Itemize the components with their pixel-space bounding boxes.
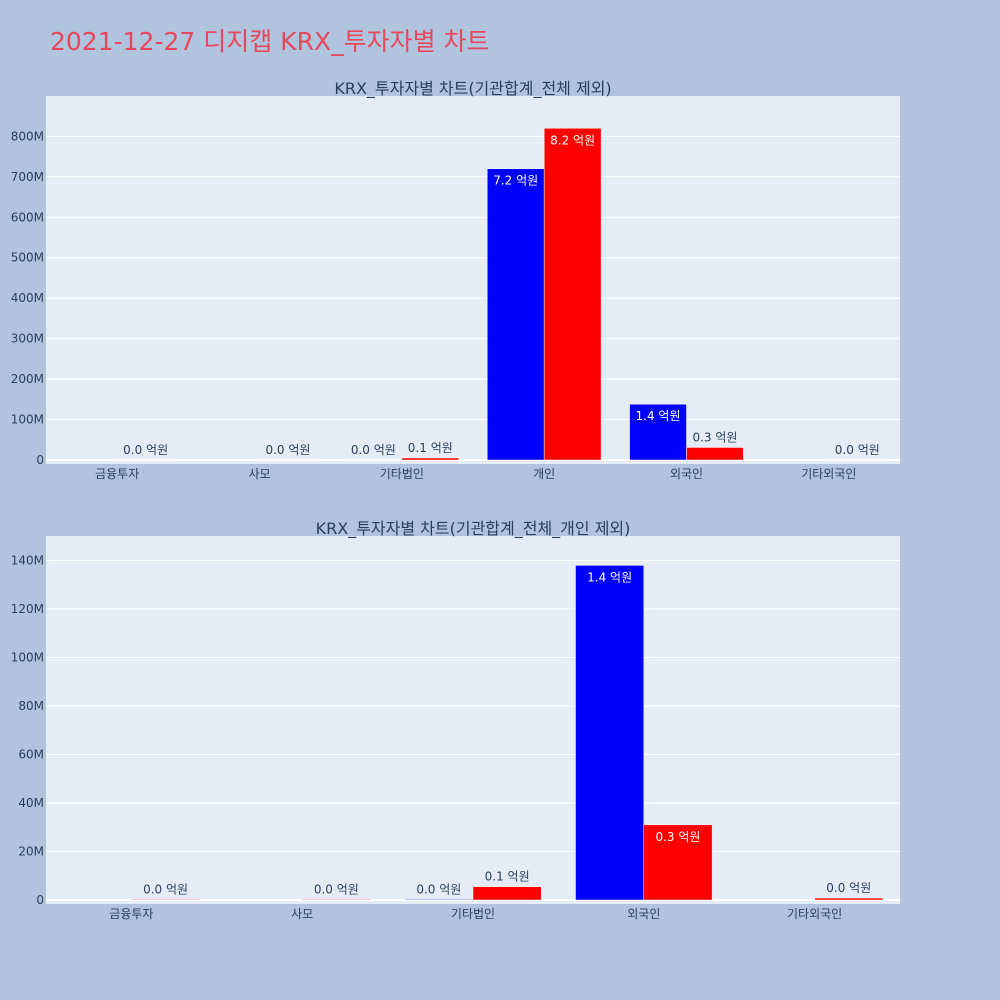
y-tick-label: 0 <box>36 453 44 467</box>
sell-bar <box>814 897 884 901</box>
y-tick-label: 100M <box>11 413 44 427</box>
bar-value-label: 0.0 억원 <box>314 882 359 896</box>
sell-bar <box>472 886 542 901</box>
x-tick-label: 기타외국인 <box>801 467 856 481</box>
bar-value-label: 1.4 억원 <box>587 570 632 584</box>
sell-bar <box>401 457 460 461</box>
buy-bar <box>629 403 687 461</box>
bar-value-label: 0.0 억원 <box>351 443 396 457</box>
bar-value-label: 1.4 억원 <box>636 409 681 423</box>
chart-title: KRX_투자자별 차트(기관합계_전체_개인 제외) <box>316 519 631 539</box>
sell-bar <box>301 899 371 901</box>
x-tick-label: 개인 <box>533 467 555 481</box>
x-tick-label: 사모 <box>248 467 270 481</box>
bar-value-label: 0.0 억원 <box>123 443 168 457</box>
x-tick-label: 외국인 <box>670 467 703 481</box>
x-tick-label: 기타법인 <box>380 467 424 481</box>
bar-value-label: 0.1 억원 <box>485 870 530 884</box>
y-tick-label: 500M <box>11 251 44 265</box>
bar-value-label: 0.3 억원 <box>655 830 700 844</box>
y-tick-label: 400M <box>11 291 44 305</box>
x-tick-label: 기타외국인 <box>787 907 842 921</box>
y-tick-label: 60M <box>18 748 44 762</box>
bar-value-label: 0.3 억원 <box>692 430 737 444</box>
x-tick-label: 기타법인 <box>451 907 495 921</box>
x-tick-label: 금융투자 <box>95 467 139 481</box>
buy-bar <box>575 565 645 901</box>
chart-2: 0 20M 40M 60M 80M 100M 120M 140M KRX_투자자별 차트(기관합… <box>11 519 900 921</box>
bar-value-label: 7.2 억원 <box>493 174 538 188</box>
plot-area <box>46 96 900 464</box>
bar-value-label: 0.0 억원 <box>265 443 310 457</box>
y-tick-label: 120M <box>11 602 44 616</box>
sell-bar <box>543 128 602 461</box>
y-tick-label: 700M <box>11 170 44 184</box>
y-tick-label: 20M <box>18 845 44 859</box>
x-tick-label: 금융투자 <box>109 907 153 921</box>
plot-area <box>46 536 900 904</box>
page-title: 2021-12-27 디지캡 KRX_투자자별 차트 <box>50 27 490 56</box>
y-tick-label: 140M <box>11 554 44 568</box>
y-tick-label: 200M <box>11 372 44 386</box>
chart-title: KRX_투자자별 차트(기관합계_전체 제외) <box>334 79 611 99</box>
y-tick-label: 100M <box>11 651 44 665</box>
sell-bar <box>686 447 744 461</box>
buy-bar <box>404 899 474 901</box>
sell-bar <box>643 824 713 901</box>
bar-value-label: 0.0 억원 <box>416 882 461 896</box>
y-tick-label: 300M <box>11 332 44 346</box>
y-tick-label: 0 <box>36 893 44 907</box>
chart-1: 0 100M 200M 300M 400M 500M 600M 700M 800M KRX_투자자… <box>11 79 900 481</box>
y-tick-label: 80M <box>18 699 44 713</box>
bar-value-label: 0.1 억원 <box>408 441 453 455</box>
bar-value-label: 0.0 억원 <box>143 882 188 896</box>
x-tick-label: 사모 <box>291 907 313 921</box>
bar-value-label: 8.2 억원 <box>550 133 595 147</box>
buy-bar <box>486 168 545 461</box>
y-tick-label: 40M <box>18 796 44 810</box>
y-tick-label: 800M <box>11 129 44 143</box>
bar-value-label: 0.0 억원 <box>835 443 880 457</box>
sell-bar <box>131 899 200 901</box>
x-tick-label: 외국인 <box>627 907 660 921</box>
y-tick-label: 600M <box>11 210 44 224</box>
bar-value-label: 0.0 억원 <box>826 881 871 895</box>
